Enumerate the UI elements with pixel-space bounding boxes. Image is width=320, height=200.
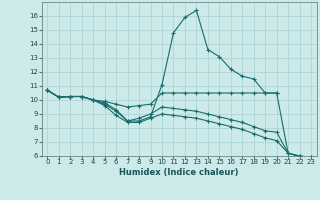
- X-axis label: Humidex (Indice chaleur): Humidex (Indice chaleur): [119, 168, 239, 177]
